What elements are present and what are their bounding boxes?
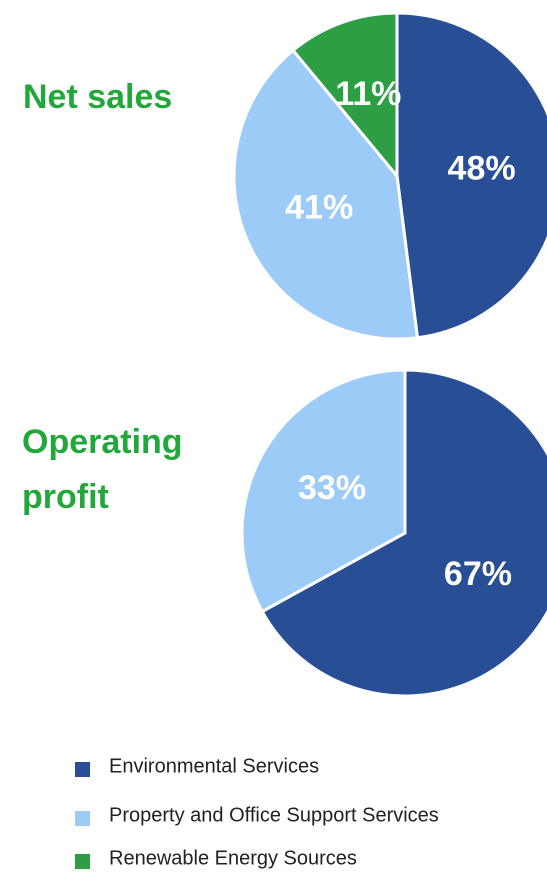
data-label: 41% — [285, 189, 353, 227]
data-label: 67% — [444, 555, 512, 593]
legend-swatch — [75, 854, 90, 869]
chart-title: Operating profit — [22, 423, 183, 516]
legend-label: Property and Office Support Services — [109, 804, 439, 826]
data-label: 11% — [335, 75, 401, 113]
pie-slice — [395, 11, 547, 340]
data-label: 33% — [298, 469, 366, 507]
legend-label: Environmental Services — [109, 755, 319, 777]
pie-slice — [290, 11, 399, 181]
data-label: 48% — [448, 150, 516, 188]
legend-swatch — [75, 811, 90, 826]
pie-slice — [240, 368, 407, 614]
pie-slice — [232, 48, 420, 341]
pie-slice — [260, 368, 547, 698]
chart-title: Net sales — [23, 78, 173, 116]
legend-label: Renewable Energy Sources — [109, 847, 357, 869]
legend-swatch — [75, 762, 90, 777]
